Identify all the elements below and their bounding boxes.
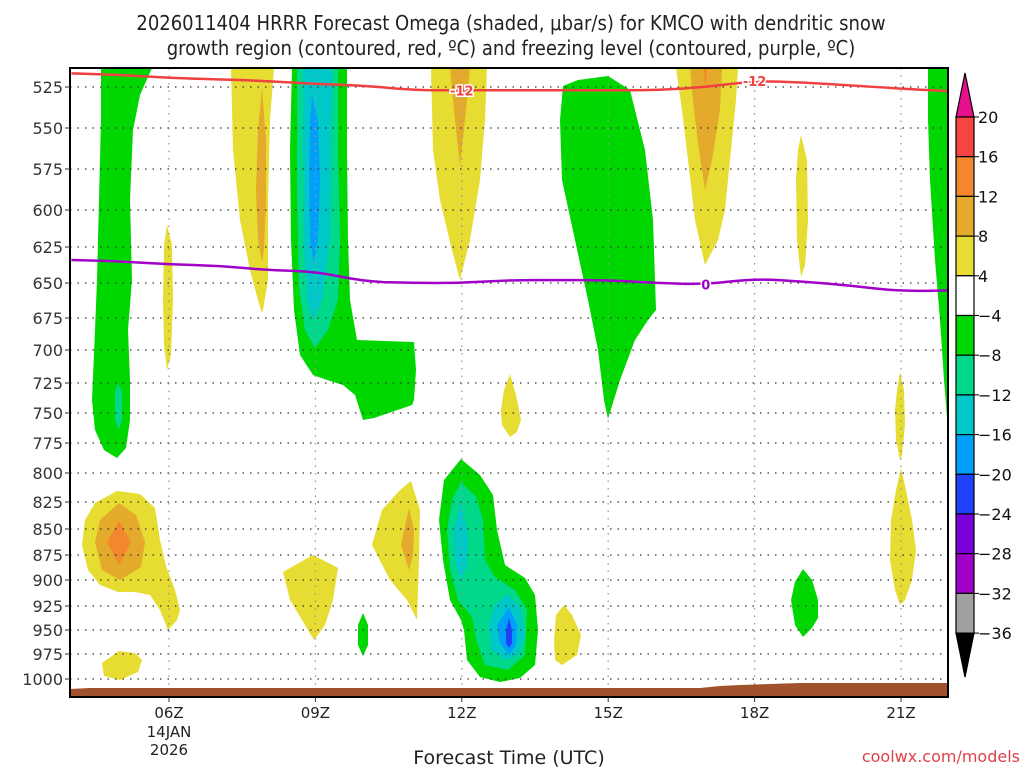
- y-tick-label: 675: [32, 309, 63, 328]
- shade-ascent-05z-inner: [115, 383, 122, 430]
- shade-ascent-19z-lowlevel: [791, 569, 818, 637]
- y-tick-label: 1000: [22, 670, 63, 689]
- shade-descent-12z-inner: [450, 68, 470, 165]
- shade-ascent-10z-lowlevel: [358, 613, 368, 656]
- shade-ascent-right-edge: [928, 68, 948, 430]
- colorbar-level-label: 4: [978, 267, 988, 286]
- colorbar-level-label: −12: [978, 386, 1012, 405]
- shade-descent-17z-inner: [690, 68, 722, 190]
- colorbar-bin: [955, 156, 975, 197]
- shade-descent-05z-core: [107, 521, 131, 565]
- colorbar-level-label: −8: [978, 346, 1002, 365]
- y-tick-label: 900: [32, 571, 63, 590]
- colorbar: 20 16 12 8 4 −4 −8 −12 −16 −20 −24 −28 −32 −36: [955, 72, 1012, 678]
- shade-descent-08z-inner: [256, 88, 266, 262]
- y-tick-label: 575: [32, 160, 63, 179]
- plot-area: -12 -12 0: [70, 68, 948, 697]
- temperature-contours: -12 -12 0: [71, 72, 948, 295]
- y-tick-label: 950: [32, 621, 63, 640]
- colorbar-bin: [955, 354, 975, 396]
- shade-ascent-12z-inner-upper: [454, 502, 468, 580]
- x-tick-date: 14JAN: [147, 723, 192, 741]
- shade-descent-13z-midlevel: [501, 374, 521, 437]
- y-tick-label: 850: [32, 520, 63, 539]
- colorbar-bin: [955, 434, 975, 475]
- y-tick-label: 925: [32, 597, 63, 616]
- colorbar-bin: [955, 473, 975, 515]
- shade-descent-12z-outer: [431, 68, 487, 280]
- shade-ascent-15z: [560, 76, 656, 419]
- y-tick-label: 825: [32, 493, 63, 512]
- x-tick-year: 2026: [150, 741, 188, 759]
- colorbar-level-label: −28: [978, 545, 1012, 564]
- shade-descent-21z-upper: [895, 372, 905, 460]
- y-tick-label: 875: [32, 546, 63, 565]
- x-axis-label: Forecast Time (UTC): [413, 747, 604, 768]
- colorbar-over-arrow: [955, 72, 975, 118]
- shade-descent-14z-lowlevel: [554, 605, 581, 665]
- x-tick-label: 09Z: [301, 704, 330, 722]
- colorbar-level-label: −36: [978, 624, 1012, 643]
- x-tick-label: 21Z: [886, 704, 915, 722]
- dendritic-growth-isotherm-label: -12: [743, 75, 767, 90]
- colorbar-bin: [955, 235, 975, 277]
- colorbar-bin: [955, 116, 975, 158]
- dendritic-growth-isotherm-line: [71, 72, 948, 93]
- shade-descent-11z-inner: [401, 508, 414, 570]
- y-tick-label: 775: [32, 434, 63, 453]
- y-axis: 525 550 575 600 625 650 675 700 725 750 775 800 825 8…: [22, 78, 70, 689]
- colorbar-level-label: 20: [978, 108, 998, 127]
- y-tick-label: 600: [32, 201, 63, 220]
- colorbar-bin: [955, 394, 975, 436]
- shade-descent-09z-lowlevel: [283, 555, 338, 640]
- colorbar-bin: [955, 513, 975, 555]
- colorbar-bin: [955, 314, 975, 356]
- colorbar-level-label: −24: [978, 505, 1012, 524]
- colorbar-level-label: 16: [978, 148, 998, 167]
- omega-shading: [82, 68, 948, 682]
- colorbar-level-label: −4: [978, 307, 1002, 326]
- shade-descent-06z-sliver: [163, 225, 173, 370]
- y-tick-label: 650: [32, 274, 63, 293]
- chart-title-line2: growth region (contoured, red, ºC) and f…: [167, 36, 856, 60]
- y-tick-label: 700: [32, 341, 63, 360]
- y-tick-label: 550: [32, 119, 63, 138]
- y-tick-label: 725: [32, 374, 63, 393]
- dendritic-growth-isotherm-label: -12: [450, 84, 474, 99]
- x-tick-label: 18Z: [740, 704, 769, 722]
- shade-ascent-12z-max: [506, 618, 512, 648]
- colorbar-bin: [955, 195, 975, 237]
- y-tick-label: 800: [32, 464, 63, 483]
- y-tick-label: 975: [32, 645, 63, 664]
- colorbar-level-label: −32: [978, 584, 1012, 603]
- x-tick-label: 06Z: [154, 704, 183, 722]
- shade-descent-05z-surface: [102, 651, 142, 680]
- y-tick-label: 750: [32, 404, 63, 423]
- chart-title-line1: 2026011404 HRRR Forecast Omega (shaded, …: [136, 11, 885, 35]
- x-tick-label: 15Z: [594, 704, 623, 722]
- shade-descent-17z-core: [704, 68, 707, 85]
- credit-text[interactable]: coolwx.com/models: [862, 747, 1020, 766]
- terrain-surface: [70, 683, 948, 697]
- colorbar-under-arrow: [955, 632, 975, 678]
- colorbar-level-label: 8: [978, 227, 988, 246]
- x-tick-label: 12Z: [447, 704, 476, 722]
- colorbar-bin: [955, 275, 975, 317]
- colorbar-level-label: 12: [978, 187, 998, 206]
- colorbar-level-label: −20: [978, 465, 1012, 484]
- y-tick-label: 525: [32, 78, 63, 97]
- colorbar-level-label: −16: [978, 426, 1012, 445]
- colorbar-bin: [955, 592, 975, 634]
- colorbar-bin: [955, 553, 975, 595]
- shade-descent-19z-sliver: [796, 135, 808, 277]
- freezing-level-line: [71, 258, 948, 293]
- freezing-level-label: 0: [701, 278, 710, 293]
- y-tick-label: 625: [32, 238, 63, 257]
- shade-ascent-09z-core: [309, 95, 320, 262]
- shade-ascent-05z-outer: [92, 68, 152, 458]
